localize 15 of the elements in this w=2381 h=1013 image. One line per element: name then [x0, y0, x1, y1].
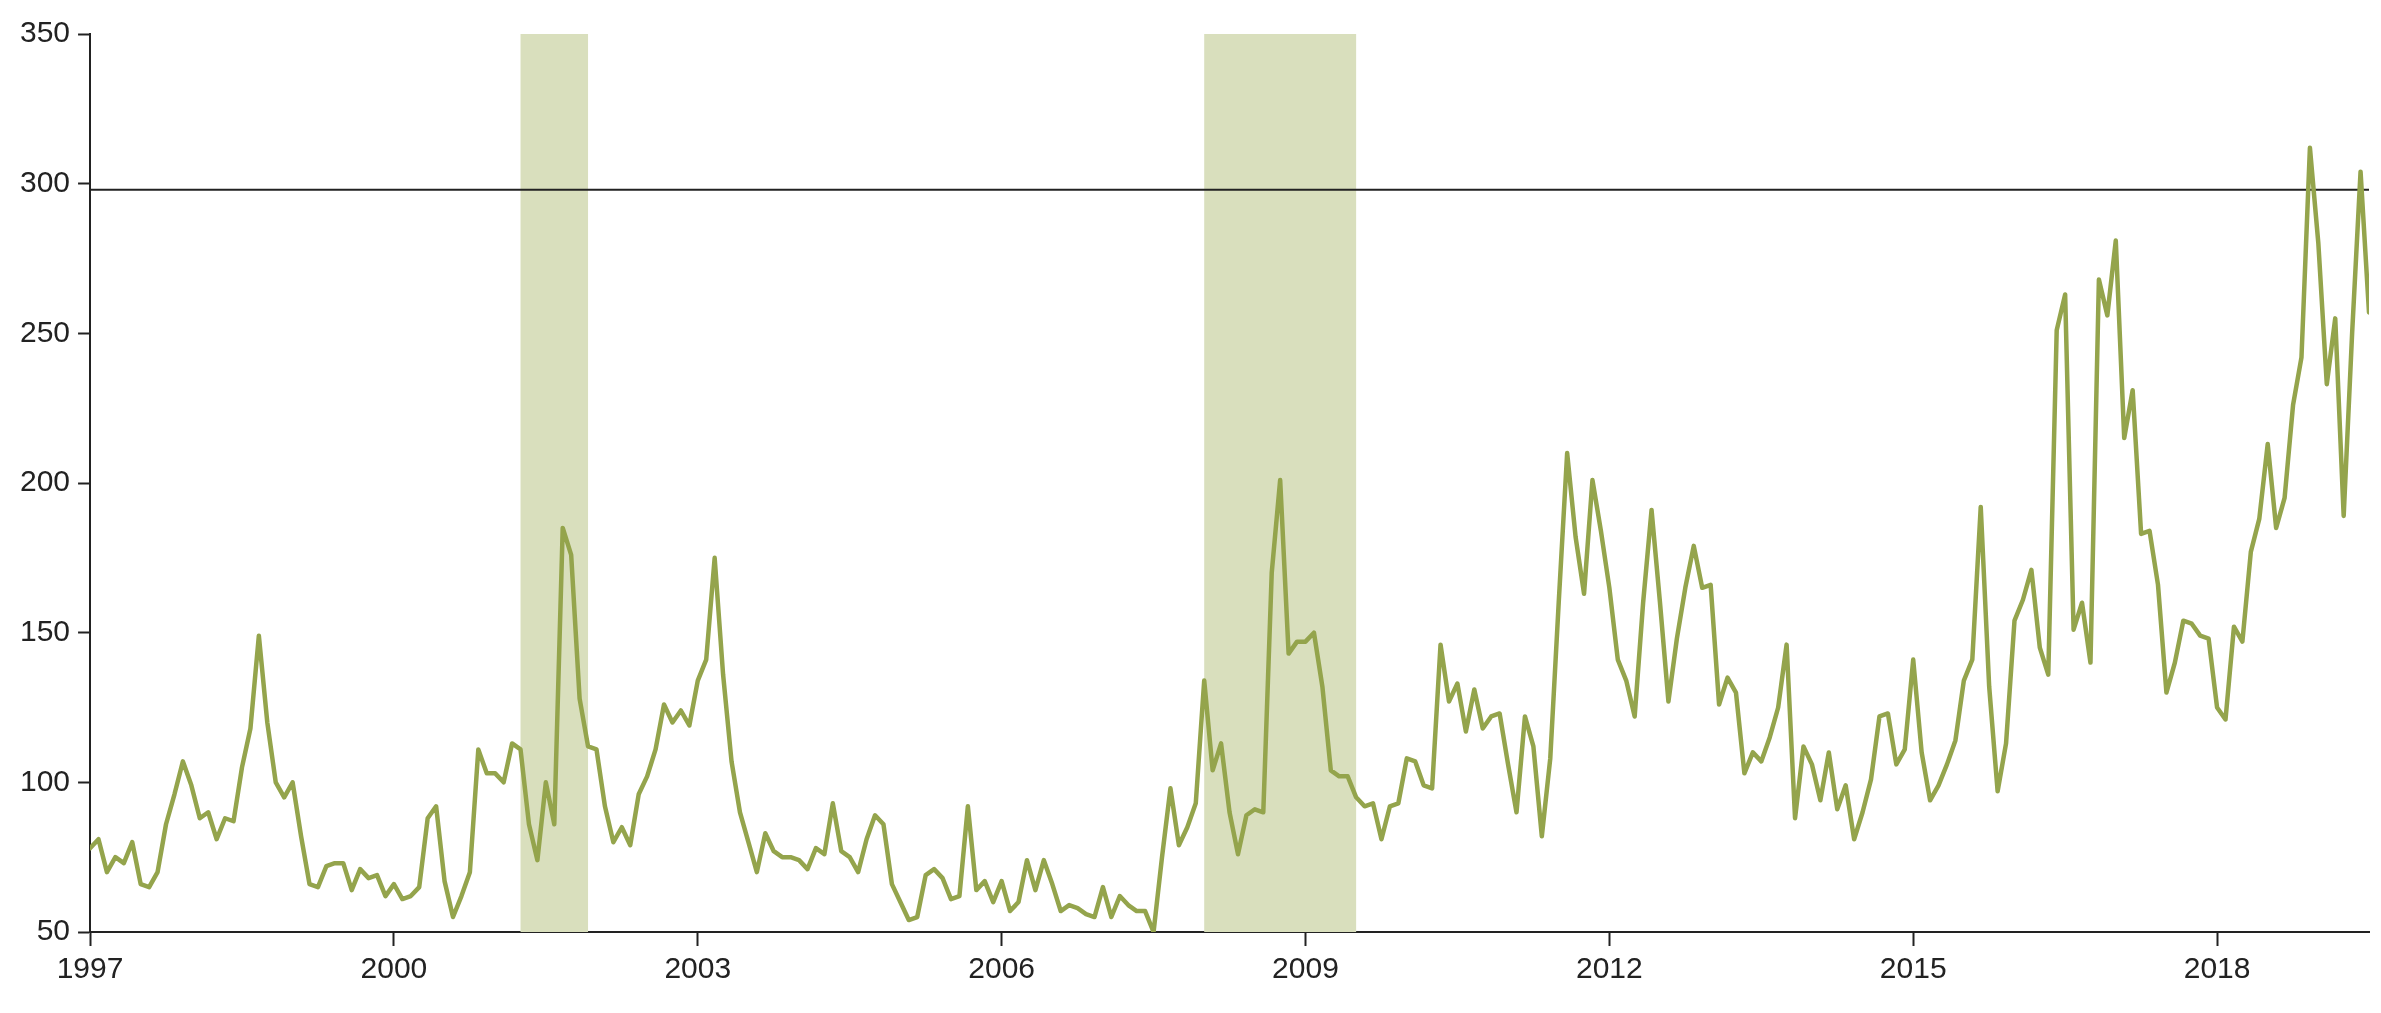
x-tick-label: 2009 [1272, 951, 1339, 985]
x-tick-label: 1997 [56, 951, 124, 985]
x-tick-label: 2012 [1575, 951, 1643, 985]
x-tick-label: 2015 [1879, 951, 1947, 985]
x-tick-label: 2003 [664, 951, 732, 985]
x-tick-label: 2000 [360, 951, 428, 985]
x-tick-label: 2018 [2183, 951, 2251, 985]
y-tick-label: 50 [36, 913, 71, 947]
y-tick-label: 100 [19, 763, 71, 797]
y-tick-label: 300 [19, 164, 71, 198]
x-tick-label: 2006 [968, 951, 1036, 985]
y-tick-label: 150 [19, 613, 71, 647]
y-tick-label: 350 [19, 15, 71, 49]
y-tick-label: 200 [19, 464, 71, 498]
y-tick-label: 250 [19, 314, 71, 348]
